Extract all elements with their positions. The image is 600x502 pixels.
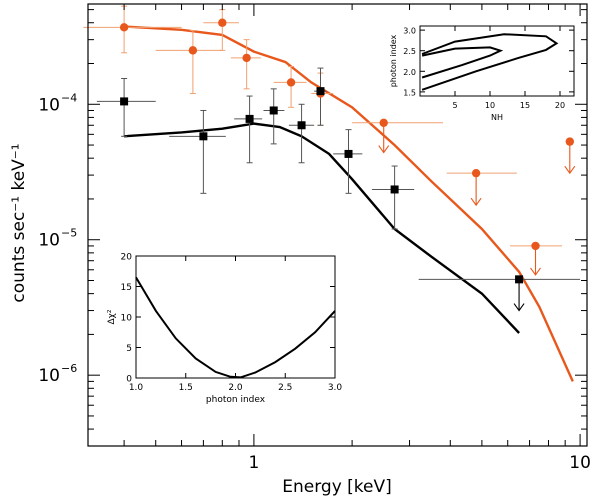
inset-y-label: photon index — [389, 34, 398, 87]
upper-limit-arrow — [378, 145, 390, 154]
x-tick-label: 1 — [248, 453, 259, 473]
contour-inner — [421, 46, 504, 79]
data-point-square — [269, 106, 278, 115]
inset-x-label: NH — [491, 113, 503, 122]
upper-limit-arrow — [564, 165, 576, 175]
y-tick-label: 10 — [38, 95, 60, 115]
data-point-square — [245, 114, 254, 123]
data-point-circle — [565, 137, 575, 146]
data-point-circle — [119, 23, 129, 32]
inset-y-label: Δχ² — [107, 309, 117, 324]
data-point-square — [120, 97, 129, 106]
inset-x-tick-label: 20 — [555, 101, 565, 110]
y-tick-exponent: −4 — [61, 91, 77, 104]
inset-y-tick-label: 15 — [121, 283, 132, 293]
data-point-square — [390, 185, 399, 194]
inset-x-label: photon index — [206, 395, 266, 405]
inset-x-tick-label: 2.5 — [278, 383, 292, 393]
upper-limit-arrow — [470, 197, 482, 207]
data-point-square — [297, 121, 306, 130]
contour-inset: 5 10 15 20 1.5 2.0 2.5 3.0 NH photon index — [389, 25, 575, 122]
data-point-circle — [471, 168, 481, 178]
inset-y-tick-label: 5 — [126, 344, 132, 354]
data-point-circle — [286, 78, 296, 87]
contour-outer — [421, 33, 559, 91]
inset-x-tick-label: 1.5 — [179, 383, 193, 393]
inset-x-tick-label: 3.0 — [328, 383, 343, 393]
inset-x-tick-label: 5 — [452, 101, 457, 110]
y-tick-label: 10 — [38, 231, 60, 251]
data-point-square — [515, 275, 524, 284]
inset-frame — [135, 255, 336, 379]
inset-y-tick-label: 20 — [121, 253, 133, 263]
data-point-circle — [218, 18, 227, 27]
upper-limit-arrow — [530, 267, 541, 276]
inset-y-tick-label: 2.5 — [403, 47, 416, 56]
data-markers — [119, 18, 575, 284]
error-bars — [83, 5, 581, 312]
inset-x-tick-label: 2.0 — [228, 383, 243, 393]
inset-y-tick-label: 2.0 — [403, 68, 416, 77]
inset-y-tick-label: 0 — [126, 375, 132, 385]
data-point-circle — [379, 118, 388, 127]
model-line — [124, 122, 520, 334]
data-point-circle — [531, 241, 540, 251]
inset-x-tick-label: 10 — [485, 101, 495, 110]
inset-y-tick-label: 1.5 — [403, 88, 416, 97]
upper-limit-arrow — [513, 303, 525, 312]
inset-frame — [419, 25, 575, 97]
delta-chi2-inset: 1.0 1.5 2.0 2.5 3.0 0 5 10 15 20 photon index Δχ² — [107, 253, 342, 406]
y-tick-label: 10 — [38, 366, 60, 386]
data-point-circle — [188, 46, 198, 55]
plot-frame — [87, 3, 588, 447]
x-tick-label: 10 — [569, 453, 591, 473]
y-tick-exponent: −6 — [61, 362, 77, 375]
y-tick-exponent: −5 — [61, 227, 77, 240]
data-point-square — [199, 132, 208, 141]
delta-chi2-curve — [135, 276, 336, 379]
y-axis-label: counts sec⁻¹ keV⁻¹ — [9, 143, 29, 302]
inset-y-tick-label: 3.0 — [403, 27, 416, 36]
x-axis-label: Energy [keV] — [282, 477, 392, 497]
data-point-square — [316, 87, 325, 96]
data-point-square — [344, 149, 353, 158]
inset-y-tick-label: 10 — [121, 314, 133, 324]
inset-x-tick-label: 15 — [520, 101, 530, 110]
data-point-circle — [242, 53, 251, 63]
inset-x-tick-label: 1.0 — [129, 383, 144, 393]
